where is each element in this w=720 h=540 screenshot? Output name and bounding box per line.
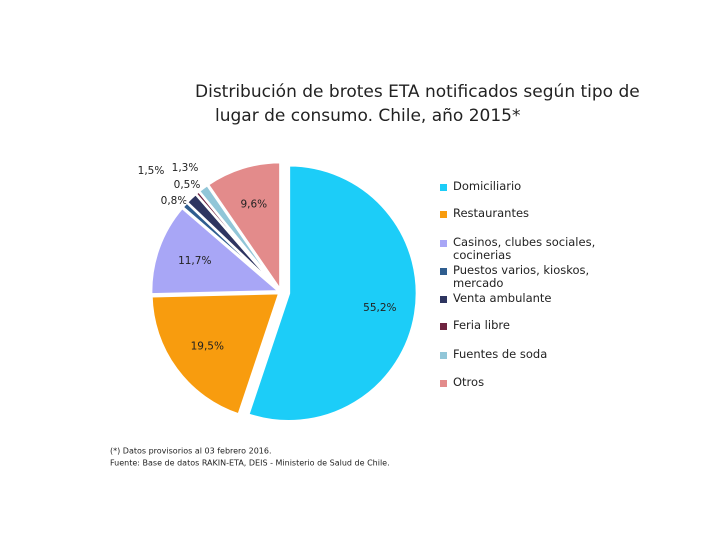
legend-item: Restaurantes xyxy=(440,207,618,220)
legend-label: Venta ambulante xyxy=(453,291,552,305)
pie-slice xyxy=(149,206,283,296)
legend-swatch xyxy=(440,323,447,330)
legend-swatch xyxy=(440,268,447,275)
data-label: 0,8% xyxy=(161,195,188,207)
legend-swatch xyxy=(440,211,447,218)
data-label: 0,5% xyxy=(174,179,201,191)
legend-label: Puestos varios, kioskos, mercado xyxy=(453,263,590,290)
data-label: 1,3% xyxy=(172,162,199,174)
legend-label: Fuentes de soda xyxy=(453,347,548,361)
chart-title: lugar de consumo. Chile, año 2015* xyxy=(215,106,521,126)
data-label: 19,5% xyxy=(191,340,224,352)
legend-swatch xyxy=(440,352,447,359)
data-label: 1,5% xyxy=(138,165,165,177)
legend-swatch xyxy=(440,380,447,387)
data-label: 55,2% xyxy=(363,302,396,314)
legend-item: Venta ambulante xyxy=(440,292,618,305)
legend-label: Casinos, clubes sociales, cocinerias xyxy=(453,235,596,262)
legend-label: Feria libre xyxy=(453,318,510,332)
legend-item: Casinos, clubes sociales, cocinerias xyxy=(440,236,618,262)
legend-label: Restaurantes xyxy=(453,206,530,220)
pie-slice xyxy=(246,164,419,423)
legend-item: Otros xyxy=(440,376,618,389)
data-label: 9,6% xyxy=(240,199,267,211)
footnote: Fuente: Base de datos RAKIN-ETA, DEIS - … xyxy=(110,459,390,468)
pie-slice xyxy=(150,291,282,417)
legend-item: Fuentes de soda xyxy=(440,348,618,361)
legend-item: Puestos varios, kioskos, mercado xyxy=(440,264,618,290)
data-label: 11,7% xyxy=(178,255,211,267)
pie-slice xyxy=(206,160,282,295)
legend-swatch xyxy=(440,184,447,191)
legend-label: Otros xyxy=(453,375,485,389)
footnote: (*) Datos provisorios al 03 febrero 2016… xyxy=(110,447,272,456)
chart-title: Distribución de brotes ETA notificados s… xyxy=(195,82,640,102)
legend-swatch xyxy=(440,240,447,247)
legend-item: Domiciliario xyxy=(440,180,618,193)
legend-label: Domiciliario xyxy=(453,179,522,193)
legend-swatch xyxy=(440,296,447,303)
legend-item: Feria libre xyxy=(440,319,618,332)
